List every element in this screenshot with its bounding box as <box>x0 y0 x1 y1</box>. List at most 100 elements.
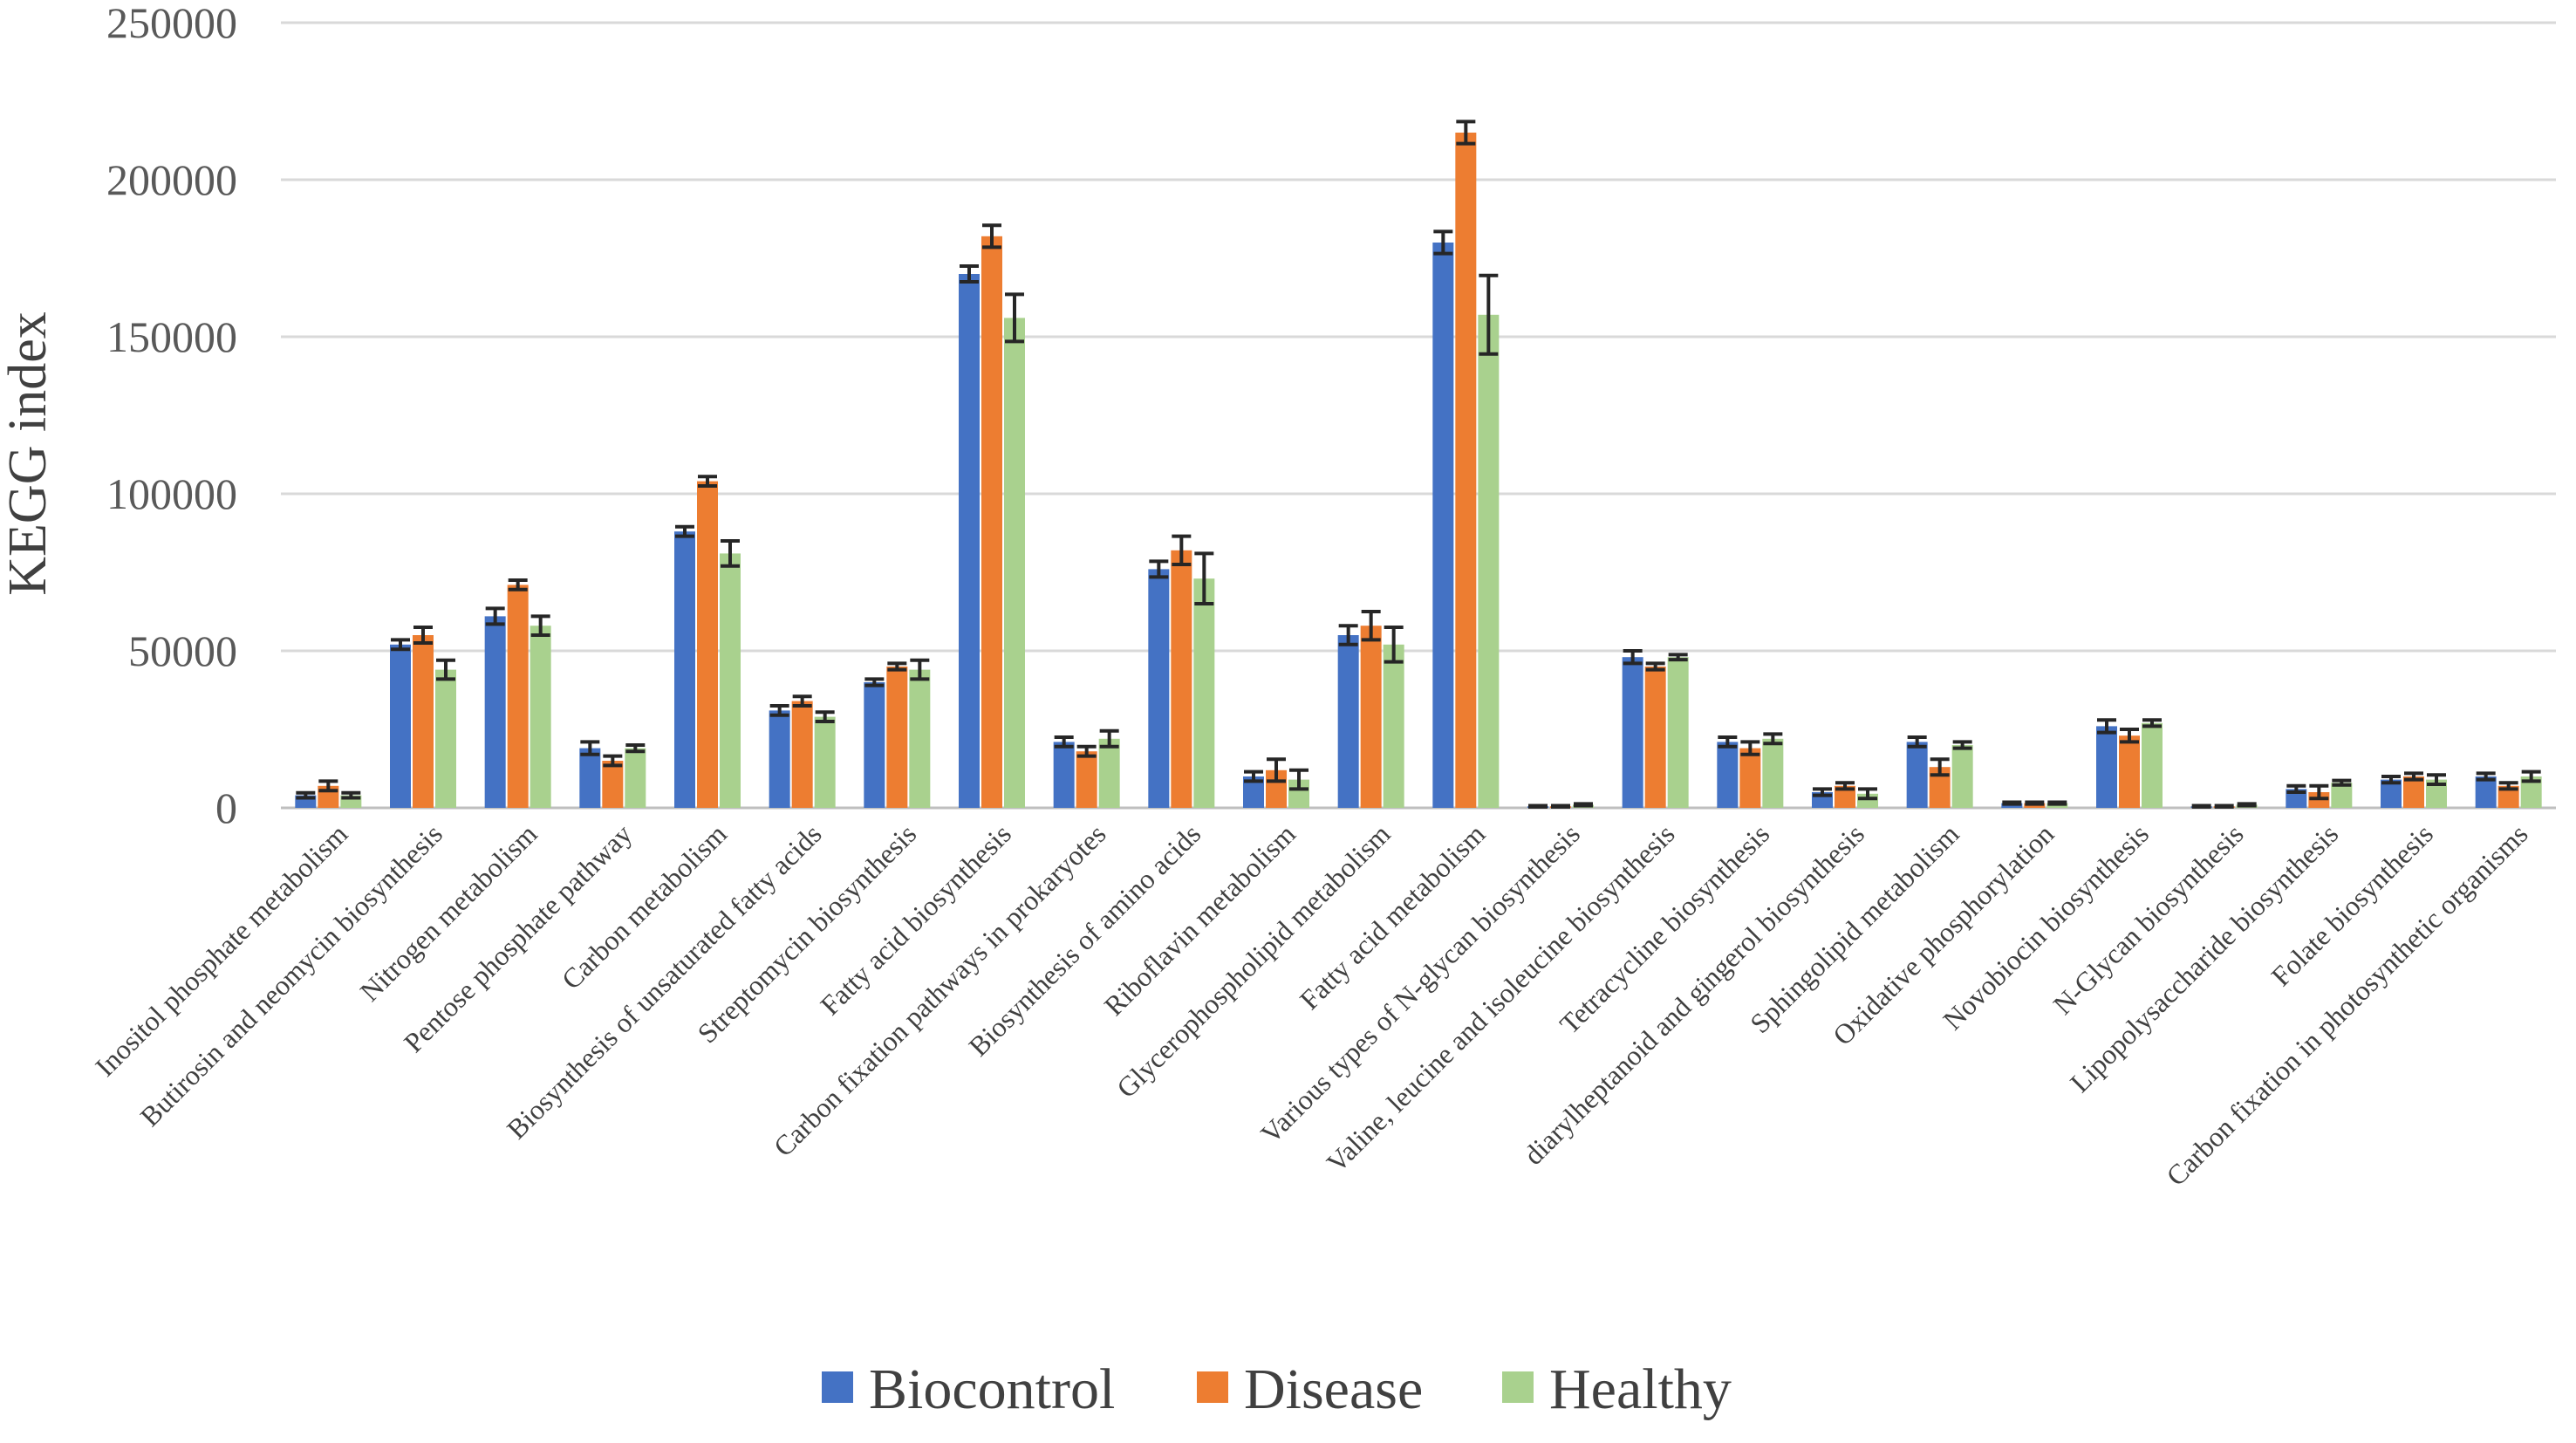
bar-biocontrol <box>579 748 601 808</box>
bar-biocontrol <box>1337 635 1359 808</box>
error-bar <box>1930 757 1950 777</box>
error-bar <box>698 475 717 488</box>
error-bar <box>1076 744 1097 758</box>
x-tick-label: Riboflavin metabolism <box>1097 817 1302 1022</box>
legend-label-disease: Disease <box>1244 1358 1423 1421</box>
error-bar <box>2097 718 2116 735</box>
bar-healthy <box>1667 657 1689 808</box>
bar-biocontrol <box>2475 776 2497 808</box>
error-bar <box>1528 804 1548 809</box>
error-bar <box>341 790 361 800</box>
error-bar <box>1433 229 1453 256</box>
bar-biocontrol <box>1148 569 1170 808</box>
y-tick-label: 100000 <box>106 469 237 518</box>
legend-swatch-disease <box>1197 1371 1228 1403</box>
error-bar <box>1172 534 1192 566</box>
bar-healthy <box>2331 783 2353 808</box>
error-bar <box>2521 769 2541 783</box>
error-bar <box>769 704 789 717</box>
error-bar <box>1099 728 1119 749</box>
error-bar <box>1194 551 1214 605</box>
bar-biocontrol <box>864 682 885 808</box>
y-axis-label: KEGG index <box>0 311 58 595</box>
bar-healthy <box>1193 578 1215 808</box>
error-bar <box>910 658 930 681</box>
gridlines <box>281 21 2556 653</box>
bar-disease <box>2119 735 2140 808</box>
error-bar <box>296 790 316 800</box>
bar-biocontrol <box>1717 742 1739 808</box>
error-bar <box>1384 626 1404 664</box>
error-bar <box>1149 559 1169 579</box>
error-bar <box>1718 735 1738 749</box>
x-tick-label: Fatty acid metabolism <box>1294 817 1492 1016</box>
error-bar <box>2047 800 2067 806</box>
error-bar <box>1551 804 1570 809</box>
error-bar <box>580 740 600 756</box>
bar-biocontrol <box>1622 657 1643 808</box>
bar-biocontrol <box>2096 726 2117 808</box>
legend-label-biocontrol: Biocontrol <box>869 1358 1115 1421</box>
error-bar <box>1244 769 1263 783</box>
error-bar <box>2237 802 2257 808</box>
error-bar <box>887 661 907 672</box>
error-bar <box>391 638 410 652</box>
x-tick-label: Fatty acid biosynthesis <box>814 817 1017 1021</box>
error-bar <box>2025 800 2045 806</box>
y-tick-label: 200000 <box>106 155 237 204</box>
bar-biocontrol <box>484 616 506 808</box>
bar-disease <box>1739 748 1761 808</box>
error-bar <box>1456 120 1476 146</box>
bar-disease <box>1171 550 1192 808</box>
y-tick-label: 150000 <box>106 312 237 361</box>
legend-swatch-healthy <box>1502 1371 1534 1403</box>
bar-biocontrol <box>959 274 980 808</box>
bar-biocontrol <box>390 644 411 808</box>
error-bar <box>318 779 338 793</box>
bar-disease <box>981 236 1002 808</box>
error-bars <box>296 120 2541 809</box>
bar-disease <box>791 701 813 808</box>
error-bar <box>675 524 694 538</box>
bars <box>295 133 2542 808</box>
bar-disease <box>602 761 624 808</box>
error-bar <box>1835 781 1855 791</box>
error-bar <box>721 539 740 568</box>
bar-disease <box>886 667 908 808</box>
legend: Biocontrol Disease Healthy <box>822 1358 1732 1421</box>
y-axis-ticks: 0 50000 100000 150000 200000 250000 <box>106 0 237 832</box>
error-bar <box>864 677 885 687</box>
error-bar <box>792 694 812 708</box>
bar-healthy <box>1098 738 1120 808</box>
bar-healthy <box>530 626 551 808</box>
bar-biocontrol <box>674 531 695 808</box>
bar-healthy <box>1762 738 1784 808</box>
bar-healthy <box>1951 745 1973 808</box>
bar-biocontrol <box>1432 243 1454 808</box>
x-tick-label: Valine, leucine and isoleucine biosynthe… <box>1320 817 1680 1178</box>
bar-healthy <box>720 553 741 808</box>
error-bar <box>2191 804 2211 809</box>
error-bar <box>1623 649 1643 666</box>
error-bar <box>2002 800 2022 806</box>
bar-disease <box>697 481 718 808</box>
error-bar <box>2498 781 2518 791</box>
error-bar <box>1763 732 1783 746</box>
x-tick-label: N-Glycan biosynthesis <box>2046 817 2249 1020</box>
error-bar <box>413 626 433 645</box>
error-bar <box>530 614 550 637</box>
x-tick-label: Carbon fixation in photosynthetic organi… <box>2160 817 2534 1192</box>
error-bar <box>508 578 528 592</box>
error-bar <box>982 223 1001 250</box>
bar-disease <box>413 635 434 808</box>
legend-swatch-biocontrol <box>822 1371 853 1403</box>
bar-healthy <box>435 669 456 808</box>
error-bar <box>2309 783 2329 801</box>
bar-disease <box>507 585 529 808</box>
bar-biocontrol <box>1906 742 1928 808</box>
error-bar <box>1361 610 1381 642</box>
error-bar <box>485 606 505 626</box>
bar-disease <box>1360 626 1382 808</box>
